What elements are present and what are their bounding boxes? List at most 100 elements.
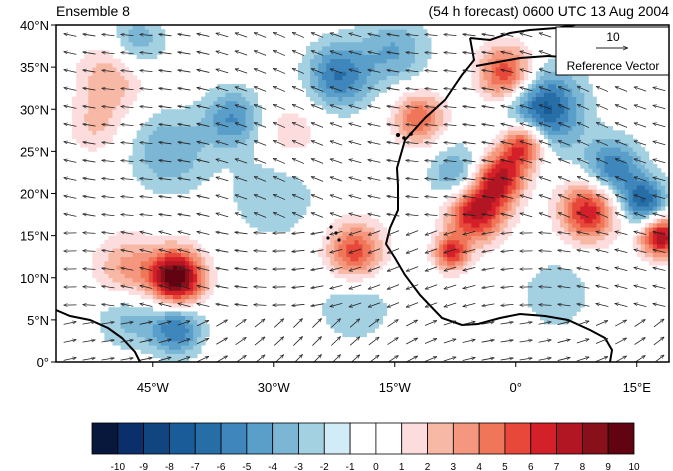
reference-vector-label: Reference Vector [567,59,660,73]
wind-vector [387,160,400,163]
wind-vector [444,178,457,179]
wind-vector [406,52,419,54]
wind-vector [235,33,248,38]
wind-vector [406,178,419,180]
wind-vector [292,50,305,56]
forecast-time-title: (54 h forecast) 0600 UTC 13 Aug 2004 [429,3,670,19]
wind-vector [463,178,476,180]
wind-vector [444,266,457,271]
lon-tick-label: 0° [510,380,522,395]
wind-vector [387,52,400,55]
wind-vector [254,86,267,92]
colorbar-swatch [504,422,532,455]
wind-vector [292,194,305,200]
wind-vector [330,213,343,218]
wind-vector [595,320,608,326]
wind-vector [311,122,324,128]
wind-vector [311,104,324,110]
wind-vector [216,356,227,362]
wind-vector [539,69,552,74]
wind-vector [64,70,77,73]
wind-vector [520,33,533,38]
wind-vector [273,194,286,200]
wind-vector [596,86,609,92]
wind-vector [557,357,571,361]
wind-vector [140,304,153,307]
wind-vector [216,268,229,271]
wind-vector [312,336,321,346]
colorbar-swatch [427,422,454,455]
wind-vector [463,70,476,72]
wind-vector [387,248,400,254]
colorbar-level-label: -2 [320,462,329,471]
wind-vector [140,124,153,125]
wind-vector [349,213,362,218]
wind-vector [273,140,286,146]
wind-vector [140,88,153,89]
wind-vector [83,233,96,234]
wind-vector [481,322,495,325]
wind-vector [216,87,229,92]
wind-vector [330,195,343,200]
wind-vector [140,286,153,289]
wind-vector [216,51,229,56]
colorbar-swatch [298,422,325,455]
wind-vector [83,287,96,288]
wind-vector [577,158,590,164]
wind-vector [102,106,115,108]
wind-vector [102,70,115,72]
wind-vector [216,33,229,38]
lon-tick-label: 15°E [623,380,652,395]
wind-vector [254,269,267,270]
wind-vector [653,319,664,328]
wind-vector [273,212,286,218]
wind-vector [140,250,153,253]
wind-vector [653,268,666,271]
wind-vector [615,356,626,362]
wind-vector [292,250,305,251]
wind-vector [634,319,646,327]
colorbar-level-label: -6 [217,462,226,471]
wind-vector [178,249,191,253]
wind-vector [425,160,438,161]
wind-vector [159,106,172,108]
wind-vector [292,176,305,182]
wind-vector [178,70,191,73]
longitude-axis: 45°W 30°W 15°W 0° 15°E [137,362,651,395]
wind-vector [596,122,609,128]
wind-vector [482,52,495,55]
canary-islands [396,132,413,140]
wind-vector [387,178,400,181]
wind-vector [178,178,191,181]
wind-vector [292,268,305,269]
wind-vector [197,268,210,271]
wind-vector [216,304,229,307]
wind-vector [273,158,286,164]
wind-vector [387,284,400,290]
wind-vector [634,159,647,164]
wind-vector [140,214,153,215]
wind-vector [520,195,533,200]
colorbar-level-label: -10 [111,462,126,471]
wind-vector [653,213,666,218]
wind-vector [102,286,115,288]
wind-vector [538,358,552,361]
colorbar-level-label: 8 [580,462,586,471]
wind-vector [216,141,229,146]
wind-vector [64,196,77,199]
wind-vector [159,249,172,253]
colorbar-swatch [246,422,274,455]
wind-vector [273,176,286,182]
wind-vector [462,339,476,343]
wind-vector [425,266,438,271]
wind-vector [425,34,438,35]
colorbar-level-label: 4 [476,462,482,471]
wind-vector [64,160,77,163]
wind-vector [425,70,438,71]
wind-vector [159,52,172,54]
wind-vector [83,88,96,91]
wind-vector [482,303,495,306]
wind-vector [443,339,456,344]
wind-vector [576,321,589,326]
wind-vector [368,284,381,290]
